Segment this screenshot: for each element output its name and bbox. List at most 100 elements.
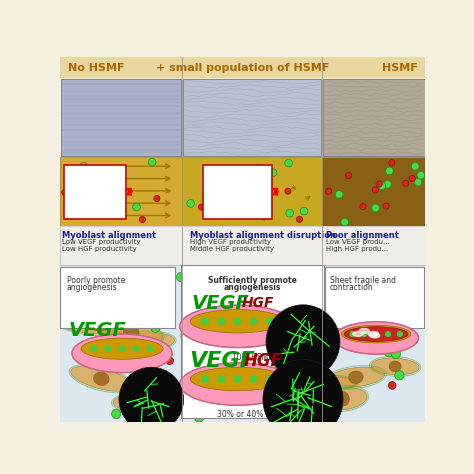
Circle shape [389,160,395,166]
Circle shape [273,297,283,306]
Circle shape [304,396,312,404]
Ellipse shape [144,395,165,409]
Ellipse shape [180,305,295,347]
Circle shape [194,413,204,422]
Circle shape [257,169,264,175]
Circle shape [250,318,257,325]
Circle shape [218,318,225,325]
Circle shape [346,173,352,179]
Text: angiogenesis: angiogenesis [223,283,281,292]
Circle shape [148,158,156,166]
FancyBboxPatch shape [61,79,182,156]
Ellipse shape [67,286,85,298]
Circle shape [119,367,183,432]
Circle shape [202,318,209,325]
Ellipse shape [349,294,411,320]
Text: Myoblast alignment disruption: Myoblast alignment disruption [190,231,336,240]
FancyBboxPatch shape [323,79,425,156]
Circle shape [183,317,193,326]
Circle shape [384,347,394,357]
FancyBboxPatch shape [61,265,425,422]
Ellipse shape [350,291,365,303]
Circle shape [206,379,215,389]
Ellipse shape [250,338,262,349]
Ellipse shape [93,372,109,385]
Text: Low VEGF produ...: Low VEGF produ... [326,239,390,246]
Text: High HGF produ...: High HGF produ... [326,246,388,252]
Ellipse shape [328,287,386,307]
FancyBboxPatch shape [183,79,321,156]
Ellipse shape [208,328,226,340]
Ellipse shape [337,392,349,406]
Ellipse shape [71,366,132,392]
Circle shape [376,181,382,187]
Circle shape [133,203,140,211]
Circle shape [350,332,355,337]
Text: HGF: HGF [244,352,283,370]
Text: No HSMF: No HSMF [68,63,125,73]
Circle shape [267,318,273,325]
Circle shape [176,273,186,282]
Text: angiogenesis: angiogenesis [66,283,117,292]
Circle shape [91,346,97,352]
Circle shape [388,323,395,330]
Circle shape [372,187,378,193]
Ellipse shape [348,371,363,383]
Ellipse shape [368,331,378,337]
Circle shape [166,357,173,365]
Ellipse shape [359,328,369,333]
Ellipse shape [83,336,158,356]
Ellipse shape [81,338,163,359]
Circle shape [234,376,241,383]
Ellipse shape [282,377,357,391]
Circle shape [301,322,310,332]
FancyBboxPatch shape [64,164,126,219]
Circle shape [335,191,343,198]
Text: Poor alignment: Poor alignment [326,231,399,240]
Text: High VEGF productivity: High VEGF productivity [190,239,271,246]
Text: Myoblast alignment: Myoblast alignment [62,231,156,240]
Circle shape [250,376,257,383]
Ellipse shape [334,322,419,354]
Circle shape [202,376,209,383]
FancyBboxPatch shape [322,157,425,226]
Circle shape [321,333,331,342]
Circle shape [391,349,401,359]
Ellipse shape [218,319,236,330]
Ellipse shape [111,340,130,353]
Circle shape [80,163,87,170]
Text: Sufficiently promote: Sufficiently promote [208,275,297,284]
Text: VEGF: VEGF [190,351,256,371]
Circle shape [117,171,125,179]
Circle shape [374,332,379,337]
Text: Low HGF productivity: Low HGF productivity [62,246,137,252]
Ellipse shape [231,292,246,303]
Circle shape [234,318,241,325]
Circle shape [362,332,367,337]
Ellipse shape [310,379,328,388]
Ellipse shape [372,300,388,314]
Ellipse shape [191,316,263,333]
Circle shape [232,189,240,197]
Ellipse shape [190,367,285,391]
Circle shape [345,329,353,337]
Circle shape [417,172,425,179]
Ellipse shape [231,335,280,352]
Circle shape [299,272,308,281]
Circle shape [388,382,396,389]
Text: Sheet fragile and: Sheet fragile and [330,275,396,284]
Circle shape [112,410,121,419]
Text: contraction: contraction [330,283,374,292]
Circle shape [360,204,366,210]
Text: HGF: HGF [241,296,274,310]
Ellipse shape [60,316,137,334]
Ellipse shape [89,319,109,331]
Text: Poorly promote: Poorly promote [66,275,125,284]
Circle shape [133,346,139,352]
Circle shape [392,325,401,334]
Ellipse shape [270,394,283,406]
Circle shape [384,181,392,188]
Circle shape [218,201,226,209]
Circle shape [304,361,313,370]
Ellipse shape [249,389,303,411]
